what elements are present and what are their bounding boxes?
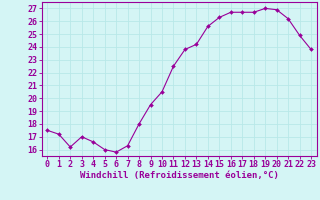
X-axis label: Windchill (Refroidissement éolien,°C): Windchill (Refroidissement éolien,°C): [80, 171, 279, 180]
